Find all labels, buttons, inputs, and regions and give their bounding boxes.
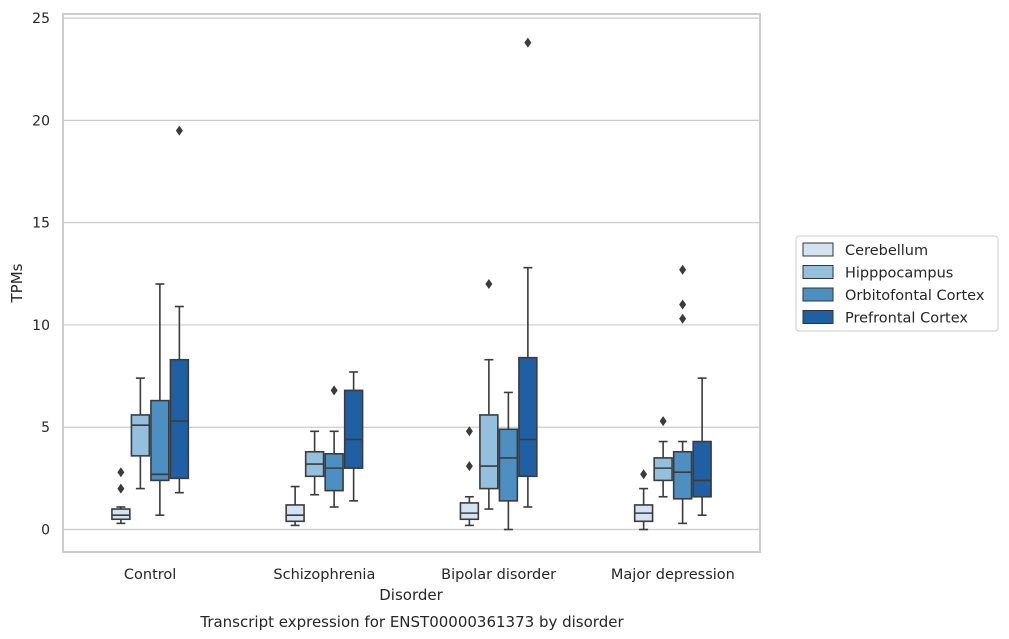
y-axis-label: TPMs: [8, 263, 26, 303]
box-body: [653, 457, 673, 482]
y-tick-labels: 0 5 10 15 20 25: [32, 11, 50, 538]
outlier-point: [117, 467, 125, 478]
y-tick-label-25: 25: [32, 11, 50, 27]
legend: Cerebellum Hipppocampus Orbitofontal Corte…: [795, 235, 999, 332]
x-axis-label: Disorder: [379, 586, 443, 604]
outlier-point: [465, 426, 473, 437]
box-body: [169, 358, 190, 480]
box-prefrontal-cortex-bipolar-disorder: [518, 37, 538, 508]
box-cerebellum-schizophrenia: [285, 485, 305, 527]
legend-frame: [795, 235, 999, 332]
outlier-point: [659, 416, 667, 427]
box-orbitofontal-cortex-schizophrenia: [324, 385, 344, 508]
box-orbitofontal-cortex-bipolar-disorder: [498, 391, 519, 531]
box-orbitofontal-cortex-major-depression: [672, 264, 693, 525]
box-body: [111, 508, 131, 521]
legend-swatch-cerebellum: [802, 242, 834, 257]
box-body: [459, 502, 480, 521]
box-hipppocampus-bipolar-disorder: [479, 279, 499, 510]
legend-swatch-hipppocampus: [802, 265, 834, 279]
box-body: [324, 453, 344, 492]
y-tick-label-20: 20: [32, 113, 50, 129]
x-tick-label-schizophrenia: Schizophrenia: [273, 567, 375, 583]
legend-label-hipppocampus: Hipppocampus: [845, 266, 953, 282]
box-hipppocampus-major-depression: [653, 416, 673, 498]
x-tick-label-control: Control: [124, 567, 176, 583]
outlier-point: [175, 125, 183, 136]
box-body: [498, 428, 519, 502]
x-tick-labels: Control Schizophrenia Bipolar disorder Majo…: [124, 567, 735, 583]
box-orbitofontal-cortex-control: [150, 283, 170, 516]
box-plots: [111, 37, 712, 531]
legend-label-orbitofontal-cortex: Orbitofontal Cortex: [845, 288, 985, 304]
outlier-point: [524, 37, 532, 48]
outlier-point: [330, 385, 338, 396]
box-body: [130, 414, 151, 457]
box-body: [150, 399, 170, 482]
y-tick-label-15: 15: [32, 216, 50, 232]
box-body: [518, 356, 538, 478]
legend-label-cerebellum: Cerebellum: [845, 243, 928, 259]
outlier-point: [640, 469, 648, 480]
y-tick-label-5: 5: [41, 420, 50, 436]
x-tick-label-bipolar-disorder: Bipolar disorder: [441, 567, 556, 583]
chart-caption: Transcript expression for ENST0000036137…: [199, 613, 624, 631]
box-body: [343, 389, 364, 469]
plot-frame: [62, 13, 761, 553]
y-tick-label-0: 0: [41, 522, 50, 538]
box-prefrontal-cortex-major-depression: [692, 377, 712, 516]
box-body: [479, 414, 499, 490]
x-tick-label-major-depression: Major depression: [611, 567, 735, 583]
outlier-point: [465, 461, 473, 472]
box-cerebellum-control: [111, 467, 131, 525]
outlier-point: [679, 313, 687, 324]
legend-label-prefrontal-cortex: Prefrontal Cortex: [845, 311, 968, 327]
legend-swatch-prefrontal-cortex: [802, 310, 834, 324]
box-hipppocampus-control: [130, 377, 151, 490]
y-tick-label-10: 10: [32, 318, 50, 334]
outlier-point: [117, 483, 125, 494]
box-cerebellum-major-depression: [633, 469, 654, 531]
box-prefrontal-cortex-schizophrenia: [343, 371, 364, 502]
box-body: [285, 504, 305, 523]
box-cerebellum-bipolar-disorder: [459, 426, 480, 527]
outlier-point: [485, 279, 493, 290]
outlier-point: [679, 299, 687, 310]
legend-swatch-orbitofontal-cortex: [802, 287, 834, 302]
box-hipppocampus-schizophrenia: [304, 430, 325, 496]
box-prefrontal-cortex-control: [169, 125, 190, 494]
box-body: [692, 440, 712, 498]
outlier-point: [679, 264, 687, 275]
box-body: [672, 450, 693, 500]
